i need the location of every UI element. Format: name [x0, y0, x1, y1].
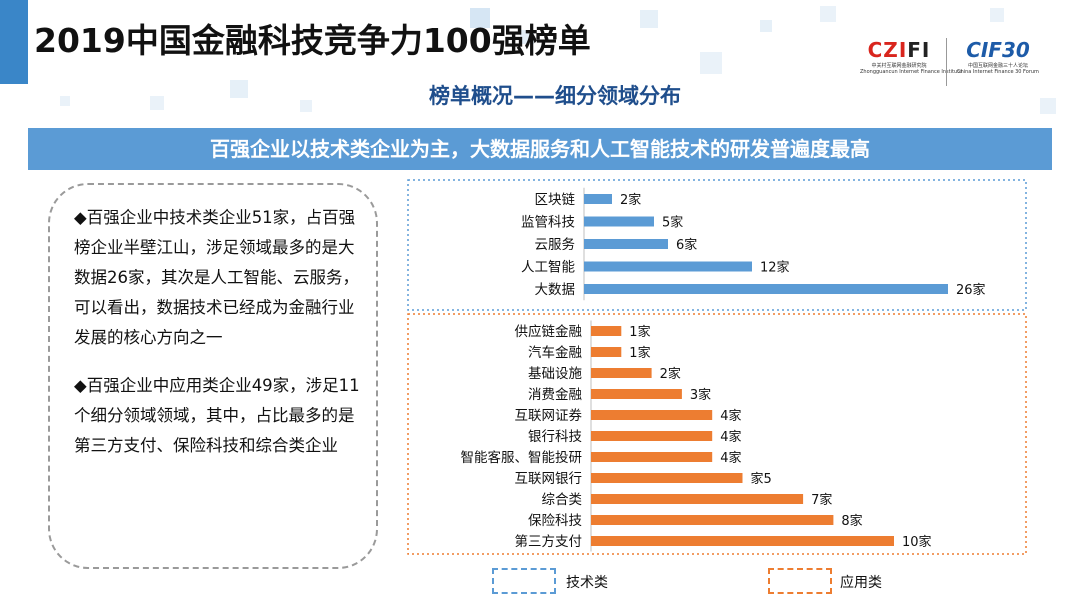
analysis-textbox: ◆百强企业中技术类企业51家，占百强榜企业半壁江山，涉足领域最多的是大数据26家… — [48, 183, 378, 569]
legend-label-application: 应用类 — [840, 575, 882, 591]
category-label: 银行科技 — [528, 429, 582, 445]
background-decoration — [640, 10, 658, 28]
czifi-logo: CZIFI 中关村互联网金融研究院 Zhongguancun Internet … — [860, 38, 963, 75]
data-label: 3家 — [690, 387, 711, 403]
category-label: 供应链金融 — [515, 323, 583, 340]
chart-panel-frame — [407, 179, 1027, 311]
category-label: 互联网银行 — [515, 471, 583, 487]
bar-云服务 — [584, 239, 668, 249]
slide-subtitle: 榜单概况——细分领域分布 — [429, 84, 681, 108]
bar-大数据 — [584, 284, 948, 294]
category-label: 智能客服、智能投研 — [461, 449, 583, 466]
bar-基础设施 — [591, 368, 652, 378]
data-label: 2家 — [660, 366, 681, 382]
title-accent-bar — [0, 0, 28, 84]
background-decoration — [760, 20, 772, 32]
category-label: 综合类 — [542, 492, 583, 508]
legend-swatch-application — [768, 568, 832, 594]
bar-互联网证券 — [591, 410, 713, 420]
category-label: 区块链 — [535, 192, 576, 208]
cif30-logo-text: CIF30 — [966, 38, 1030, 62]
czifi-logo-text-b: I — [898, 38, 908, 62]
data-label: 6家 — [676, 237, 697, 253]
chart-panel-frame — [407, 313, 1027, 555]
data-label: 7家 — [811, 492, 832, 508]
logo-group: CZIFI 中关村互联网金融研究院 Zhongguancun Internet … — [860, 34, 1040, 90]
bar-区块链 — [584, 194, 612, 204]
data-label: 2家 — [620, 192, 641, 208]
background-decoration — [60, 96, 70, 106]
czifi-logo-text-c: FI — [907, 38, 931, 62]
category-label: 互联网证券 — [515, 408, 583, 424]
data-label: 26家 — [956, 282, 986, 298]
bar-智能客服、智能投研 — [591, 452, 713, 462]
paragraph-tech: ◆百强企业中技术类企业51家，占百强榜企业半壁江山，涉足领域最多的是大数据26家… — [74, 208, 359, 347]
bar-人工智能 — [584, 261, 752, 272]
data-label: 4家 — [720, 450, 741, 466]
background-decoration — [470, 8, 490, 28]
data-label: 4家 — [720, 408, 741, 424]
background-decoration — [700, 52, 722, 74]
data-label: 家5 — [751, 471, 772, 487]
bar-综合类 — [591, 494, 804, 504]
paragraph-application: ◆百强企业中应用类企业49家，涉足11个细分领域领域，其中，占比最多的是第三方支… — [74, 376, 360, 455]
data-label: 4家 — [720, 429, 741, 445]
background-decoration — [1040, 98, 1056, 114]
background-decoration — [150, 96, 164, 110]
data-label: 1家 — [629, 324, 650, 340]
slide-title: 2019中国金融科技竞争力100强榜单 — [34, 21, 591, 60]
bar-汽车金融 — [591, 347, 622, 357]
category-label: 消费金融 — [528, 387, 582, 403]
bar-监管科技 — [584, 216, 654, 227]
bar-供应链金融 — [591, 326, 622, 336]
background-decoration — [230, 80, 248, 98]
cif30-logo-subtitle-en: China Internet Finance 30 Forum — [957, 69, 1039, 75]
data-label: 8家 — [841, 513, 862, 529]
category-label: 云服务 — [535, 237, 576, 253]
bar-保险科技 — [591, 515, 834, 525]
data-label: 5家 — [662, 215, 683, 231]
background-decoration — [990, 8, 1004, 22]
background-decoration — [300, 100, 312, 112]
czifi-logo-subtitle: 中关村互联网金融研究院 — [871, 63, 927, 69]
cif30-logo: CIF30 中国互联网金融三十人论坛 China Internet Financ… — [956, 38, 1040, 75]
summary-banner: 百强企业以技术类企业为主，大数据服务和人工智能技术的研发普遍度最高 — [28, 128, 1052, 170]
data-label: 10家 — [902, 534, 932, 550]
data-label: 12家 — [760, 260, 790, 276]
data-label: 1家 — [629, 345, 650, 361]
category-label: 汽车金融 — [528, 344, 582, 361]
czifi-logo-subtitle-en: Zhongguancun Internet Finance Institute — [860, 69, 963, 75]
background-decoration — [820, 6, 836, 22]
bar-第三方支付 — [591, 536, 894, 546]
logo-divider — [946, 38, 947, 86]
category-label: 大数据 — [535, 282, 576, 298]
bar-银行科技 — [591, 431, 713, 441]
category-label: 监管科技 — [521, 215, 575, 231]
czifi-logo-text-a: CZ — [867, 38, 899, 62]
legend-label-tech: 技术类 — [566, 575, 608, 591]
cif30-logo-subtitle: 中国互联网金融三十人论坛 — [967, 63, 1028, 69]
bar-互联网银行 — [591, 473, 743, 483]
category-label: 保险科技 — [528, 513, 582, 529]
bar-消费金融 — [591, 389, 682, 399]
legend-swatch-tech — [492, 568, 556, 594]
category-label: 人工智能 — [521, 260, 575, 276]
category-label: 基础设施 — [528, 365, 582, 382]
background-decoration — [520, 30, 534, 44]
category-label: 第三方支付 — [515, 533, 583, 550]
